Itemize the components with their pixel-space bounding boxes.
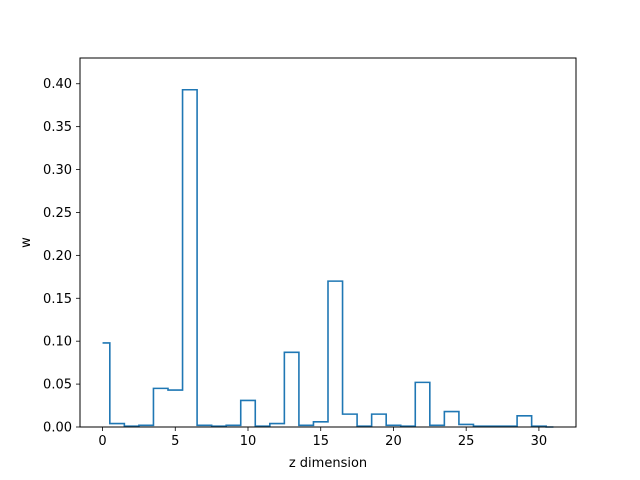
x-tick-label: 25 (458, 434, 475, 449)
y-tick-label: 0.25 (43, 206, 72, 221)
y-tick-label: 0.10 (43, 335, 72, 350)
x-axis: 0 5 10 15 20 25 30 (98, 427, 547, 449)
y-tick-label: 0.05 (43, 378, 72, 393)
y-axis: 0.00 0.05 0.10 0.15 0.20 0.25 0.30 0.35 0.40 (43, 77, 80, 436)
axes-frame (79, 57, 577, 428)
y-tick-label: 0.20 (43, 249, 72, 264)
y-tick-label: 0.35 (43, 120, 72, 135)
plot-area (102, 88, 554, 428)
y-tick-label: 0.40 (43, 77, 72, 92)
x-axis-label: z dimension (289, 456, 367, 471)
y-tick-label: 0.00 (43, 421, 72, 436)
x-tick-label: 5 (171, 434, 179, 449)
x-tick-label: 0 (98, 434, 106, 449)
y-tick-label: 0.30 (43, 163, 72, 178)
y-axis-label: w (19, 237, 34, 248)
x-tick-label: 15 (312, 434, 329, 449)
x-tick-label: 30 (531, 434, 548, 449)
x-tick-label: 20 (385, 434, 402, 449)
x-tick-label: 10 (240, 434, 257, 449)
y-tick-label: 0.15 (43, 292, 72, 307)
step-series-line (102, 88, 554, 428)
